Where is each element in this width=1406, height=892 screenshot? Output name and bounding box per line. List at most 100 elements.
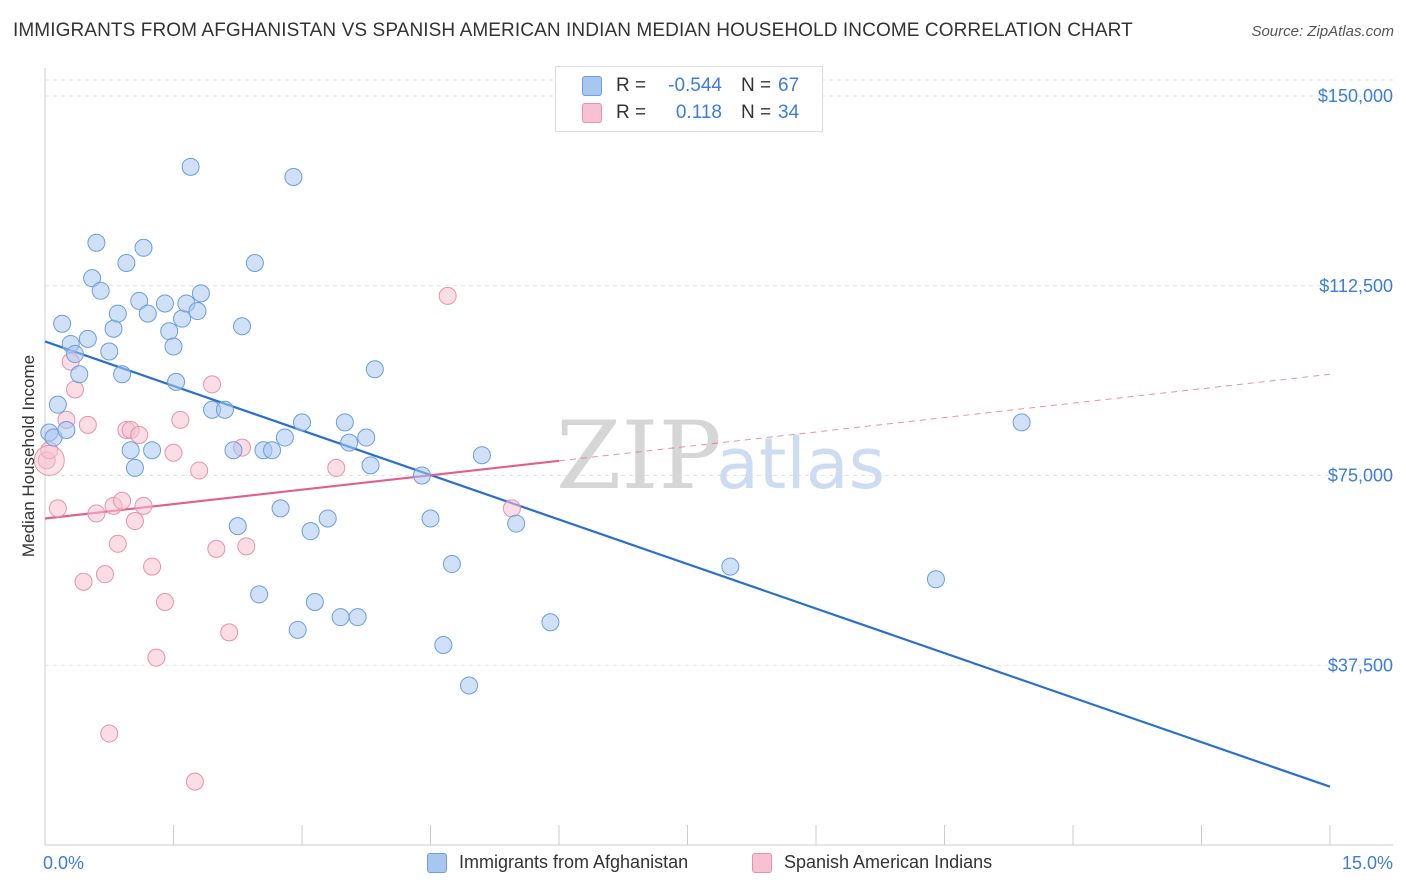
- source-label: Source: ZipAtlas.com: [1251, 23, 1394, 40]
- afghanistan-point: [87, 233, 106, 252]
- legend-swatch-blue: [582, 76, 602, 96]
- afghanistan-point: [233, 317, 252, 336]
- afghanistan-point: [83, 269, 102, 288]
- afghanistan-point: [335, 413, 354, 432]
- watermark-zip: ZIP: [556, 402, 722, 511]
- spanish-point: [74, 572, 93, 591]
- series-label-afghanistan: Immigrants from Afghanistan: [459, 852, 689, 872]
- y-tick-label: $112,500: [1319, 276, 1393, 296]
- afghanistan-point: [65, 345, 84, 364]
- spanish-point: [95, 565, 114, 584]
- afghanistan-point: [100, 342, 119, 361]
- watermark: ZIP atlas: [556, 402, 885, 511]
- spanish-point: [155, 593, 174, 611]
- afghanistan-point: [318, 509, 337, 528]
- series-label-spanish: Spanish American Indians: [784, 852, 993, 872]
- spanish-point: [203, 375, 222, 394]
- afghanistan-point: [134, 238, 153, 257]
- x-tick-label: 15.0%: [1342, 853, 1393, 873]
- afghanistan-point: [301, 522, 320, 541]
- afghanistan-point: [357, 428, 376, 447]
- spanish-point: [207, 539, 226, 558]
- afghanistan-point: [228, 517, 247, 536]
- afghanistan-point: [331, 608, 350, 627]
- afghanistan-point: [57, 420, 76, 439]
- afghanistan-point: [143, 441, 162, 460]
- afghanistan-point: [138, 304, 157, 323]
- spanish-point: [502, 499, 521, 518]
- afghanistan-point: [91, 281, 110, 300]
- legend-n-label: N =: [741, 102, 772, 123]
- afghanistan-point: [926, 570, 945, 589]
- y-tick-label: $150,000: [1318, 86, 1393, 106]
- spanish-point: [164, 443, 183, 462]
- correlation-legend: R = -0.544 N = 67 R = 0.118 N = 34: [555, 66, 823, 132]
- spanish-point-large: [33, 444, 65, 476]
- afghanistan-point: [288, 620, 307, 639]
- afghanistan-point: [293, 413, 311, 432]
- chart-title: IMMIGRANTS FROM AFGHANISTAN VS SPANISH A…: [13, 20, 1133, 41]
- spanish-american-indian-points: [33, 286, 521, 791]
- afghanistan-point: [340, 433, 359, 452]
- afghanistan-point: [250, 585, 269, 604]
- afghanistan-point: [263, 441, 282, 460]
- afghanistan-point: [460, 676, 479, 695]
- afghanistan-point: [188, 302, 207, 321]
- spanish-point: [78, 415, 97, 434]
- afghanistan-point: [1012, 413, 1031, 432]
- afghanistan-point: [271, 499, 290, 518]
- legend-r-value: 0.118: [675, 102, 722, 123]
- series-legend-afghanistan: Immigrants from Afghanistan: [427, 852, 688, 873]
- watermark-atlas: atlas: [716, 423, 885, 505]
- spanish-point: [113, 491, 132, 510]
- spanish-point: [220, 623, 239, 642]
- spanish-point: [108, 534, 127, 553]
- series-swatch-pink: [752, 852, 772, 873]
- spanish-point: [65, 380, 84, 399]
- afghanistan-point: [421, 509, 440, 528]
- spanish-point: [171, 410, 190, 429]
- afghanistan-point: [104, 319, 123, 338]
- afghanistan-point: [245, 253, 264, 272]
- spanish-point: [125, 512, 144, 531]
- spanish-point: [185, 772, 204, 791]
- afghanistan-point: [434, 636, 453, 655]
- afghanistan-point: [348, 608, 367, 627]
- afghanistan-point: [167, 372, 186, 391]
- spanish-point: [134, 496, 153, 515]
- afghanistan-point: [507, 514, 526, 533]
- afghanistan-point: [191, 284, 210, 303]
- legend-r-value: -0.544: [668, 75, 722, 96]
- afghanistan-trend-line: [44, 340, 1331, 788]
- afghanistan-points: [40, 157, 1031, 695]
- x-tick-label: 0.0%: [43, 853, 84, 873]
- y-axis-title: Median Household Income: [19, 355, 38, 557]
- afghanistan-point: [275, 428, 294, 447]
- spanish-point: [143, 557, 162, 576]
- afghanistan-point: [284, 167, 303, 186]
- afghanistan-point: [78, 329, 97, 348]
- grid-lines: [45, 79, 1393, 666]
- legend-n-value: 67: [778, 75, 800, 96]
- afghanistan-point: [173, 309, 192, 328]
- spanish-point: [48, 499, 67, 518]
- afghanistan-point: [53, 314, 72, 333]
- series-legend-spanish: Spanish American Indians: [752, 852, 992, 873]
- afghanistan-point: [155, 294, 174, 313]
- legend-row-spanish: R = 0.118 N = 34: [556, 101, 799, 125]
- afghanistan-point: [181, 157, 200, 176]
- tick-labels: $37,500 $75,000 $112,500 $150,000 0.0% 15.0%: [43, 86, 1393, 873]
- afghanistan-point: [121, 441, 140, 460]
- legend-r-label: R =: [616, 102, 647, 123]
- trend-lines: [44, 340, 1331, 788]
- legend-row-afghanistan: R = -0.544 N = 67: [556, 74, 799, 98]
- afghanistan-point: [108, 304, 127, 323]
- afghanistan-point: [472, 446, 491, 465]
- afghanistan-point: [361, 456, 380, 475]
- series-legend: Immigrants from Afghanistan Spanish Amer…: [0, 852, 1406, 878]
- spanish-point: [438, 286, 457, 305]
- series-swatch-blue: [427, 852, 447, 873]
- spanish-point: [190, 461, 209, 480]
- afghanistan-point: [215, 400, 234, 419]
